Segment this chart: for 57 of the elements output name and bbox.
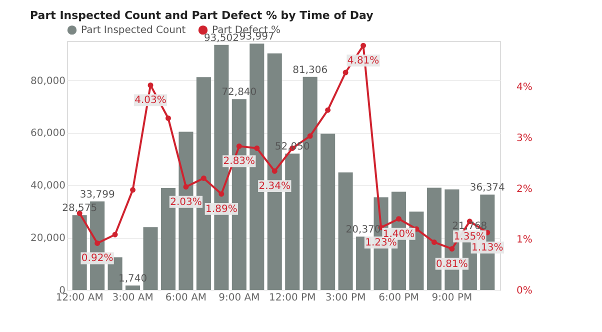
- y2-tick-label: 0%: [516, 286, 532, 296]
- y2-tick-label: 1%: [516, 234, 532, 246]
- data-label: 4.81%: [347, 56, 380, 67]
- data-label: 2.03%: [170, 196, 202, 208]
- data-label: 0.81%: [436, 258, 468, 270]
- data-label: 4.03%: [134, 95, 166, 106]
- point: [396, 216, 402, 222]
- data-label: 21,768: [452, 220, 488, 232]
- data-label: 93,502: [204, 32, 239, 44]
- x-tick-label: 12:00 AM: [56, 292, 104, 304]
- data-label: 1.13%: [472, 242, 504, 254]
- point: [130, 187, 136, 193]
- data-label: 33,799: [80, 189, 115, 200]
- data-label: 2.34%: [258, 181, 291, 192]
- x-tick-label: 12:00 PM: [269, 292, 316, 304]
- data-label: 52,050: [274, 142, 310, 153]
- point: [94, 240, 100, 246]
- x-tick-label: 9:00 AM: [218, 292, 260, 304]
- point: [325, 107, 331, 113]
- point: [360, 42, 366, 48]
- point: [200, 175, 206, 181]
- y-tick-label: 60,000: [30, 128, 66, 140]
- legend-label: Part Inspected Count: [81, 25, 186, 36]
- point: [236, 143, 242, 149]
- data-label: 0.92%: [81, 253, 114, 264]
- x-tick-label: 3:00 AM: [112, 292, 154, 304]
- x-tick-label: 9:00 PM: [432, 292, 472, 304]
- y-tick-label: 40,000: [30, 180, 66, 192]
- data-label: 1.35%: [454, 231, 486, 242]
- point: [183, 184, 189, 190]
- data-label: 36,374: [470, 182, 505, 194]
- y2-tick-label: 3%: [516, 133, 532, 144]
- point: [218, 191, 224, 197]
- data-label: 93,997: [239, 32, 274, 43]
- data-label: 2.83%: [223, 156, 256, 168]
- y-tick-label: 20,000: [30, 233, 66, 244]
- x-tick-label: 6:00 AM: [165, 292, 207, 304]
- point: [272, 168, 278, 174]
- data-label: 1.89%: [206, 204, 238, 215]
- y-tick-label: 80,000: [30, 76, 66, 87]
- x-tick-label: 6:00 PM: [378, 292, 419, 304]
- bar: [320, 134, 336, 290]
- point: [342, 70, 348, 76]
- data-label: 81,306: [292, 64, 328, 76]
- y2-tick-label: 2%: [516, 184, 532, 195]
- x-tick-label: 3:00 PM: [325, 292, 366, 304]
- point: [307, 133, 313, 139]
- point: [254, 145, 260, 151]
- point: [148, 82, 154, 88]
- point: [112, 232, 118, 238]
- point: [431, 240, 437, 245]
- data-label: 1.23%: [365, 237, 397, 248]
- y2-tick-label: 4%: [516, 82, 532, 94]
- bar: [126, 285, 140, 290]
- chart-title: Part Inspected Count and Part Defect % by Time of Day: [30, 9, 374, 22]
- point: [166, 116, 171, 121]
- point: [449, 246, 455, 252]
